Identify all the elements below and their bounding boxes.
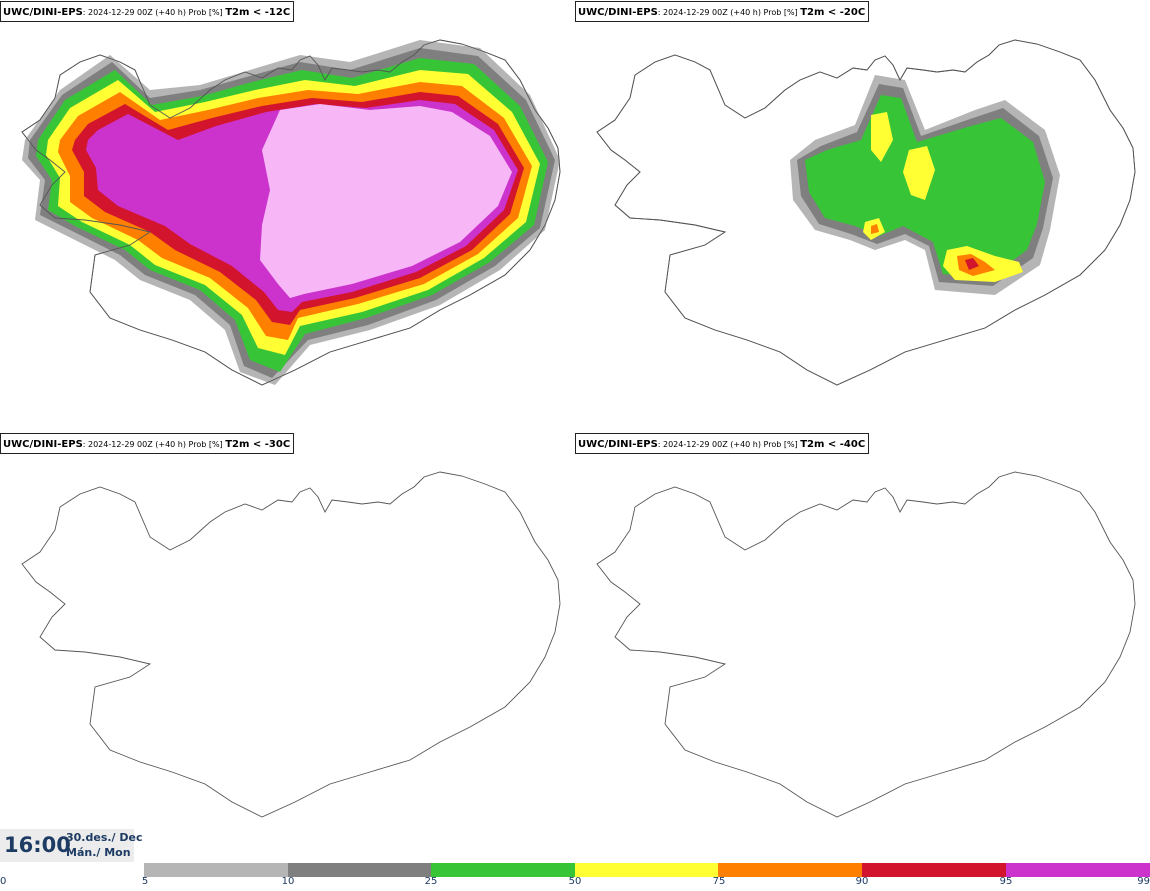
probability-map — [21, 39, 561, 386]
run-info: : 2024-12-29 00Z (+40 h) Prob [%] — [657, 8, 801, 17]
legend-tick: 50 — [568, 876, 582, 887]
legend-segment-5-10 — [144, 863, 288, 877]
model-name: UWC/DINI-EPS — [3, 439, 83, 450]
map-panel-t2m-below-minus-30: UWC/DINI-EPS: 2024-12-29 00Z (+40 h) Pro… — [0, 432, 575, 864]
legend-tick: 5 — [141, 876, 149, 887]
valid-date: 30.des./ Dec — [66, 831, 143, 844]
probability-map — [596, 39, 1136, 386]
map-panel-t2m-below-minus-20: UWC/DINI-EPS: 2024-12-29 00Z (+40 h) Pro… — [575, 0, 1150, 432]
probability-map — [596, 471, 1136, 818]
valid-weekday: Mán./ Mon — [66, 846, 131, 859]
valid-time: 16:00 — [4, 833, 71, 857]
legend-tick: 25 — [424, 876, 438, 887]
model-name: UWC/DINI-EPS — [578, 439, 658, 450]
legend-segment-75-90 — [718, 863, 862, 877]
model-name: UWC/DINI-EPS — [578, 7, 658, 18]
iceland-coastline — [21, 471, 561, 818]
legend-tick: 95 — [999, 876, 1013, 887]
threshold-label: T2m < -40C — [800, 439, 866, 450]
legend-segment-50-75 — [575, 863, 718, 877]
legend-segment-90-95 — [862, 863, 1006, 877]
legend-tick: 99 — [1137, 876, 1150, 887]
probability-colorbar — [144, 863, 1150, 877]
threshold-label: T2m < -30C — [225, 439, 291, 450]
prob-area-75 — [871, 224, 995, 276]
legend-segment-10-25 — [288, 863, 431, 877]
model-name: UWC/DINI-EPS — [3, 7, 83, 18]
map-panel-t2m-below-minus-12: UWC/DINI-EPS: 2024-12-29 00Z (+40 h) Pro… — [0, 0, 575, 432]
panel-title: UWC/DINI-EPS: 2024-12-29 00Z (+40 h) Pro… — [0, 1, 295, 22]
legend-segment-95-99 — [1006, 863, 1150, 877]
valid-time-box: 16:00 30.des./ Dec Mán./ Mon — [0, 829, 143, 862]
run-info: : 2024-12-29 00Z (+40 h) Prob [%] — [82, 440, 226, 449]
threshold-label: T2m < -20C — [800, 7, 866, 18]
iceland-coastline — [596, 471, 1136, 818]
legend-segment-25-50 — [431, 863, 575, 877]
prob-area-50 — [863, 112, 1023, 282]
probability-map — [21, 471, 561, 818]
map-panel-t2m-below-minus-40: UWC/DINI-EPS: 2024-12-29 00Z (+40 h) Pro… — [575, 432, 1150, 864]
panel-title: UWC/DINI-EPS: 2024-12-29 00Z (+40 h) Pro… — [575, 1, 870, 22]
prob-area-99 — [260, 104, 512, 298]
prob-area-90 — [965, 258, 979, 270]
threshold-label: T2m < -12C — [225, 7, 291, 18]
panel-title: UWC/DINI-EPS: 2024-12-29 00Z (+40 h) Pro… — [0, 433, 295, 454]
legend-tick: 10 — [281, 876, 295, 887]
legend-tick: 90 — [855, 876, 869, 887]
legend-tick: 75 — [712, 876, 726, 887]
legend-tick: 0 — [0, 876, 7, 887]
run-info: : 2024-12-29 00Z (+40 h) Prob [%] — [82, 8, 226, 17]
panel-title: UWC/DINI-EPS: 2024-12-29 00Z (+40 h) Pro… — [575, 433, 870, 454]
run-info: : 2024-12-29 00Z (+40 h) Prob [%] — [657, 440, 801, 449]
